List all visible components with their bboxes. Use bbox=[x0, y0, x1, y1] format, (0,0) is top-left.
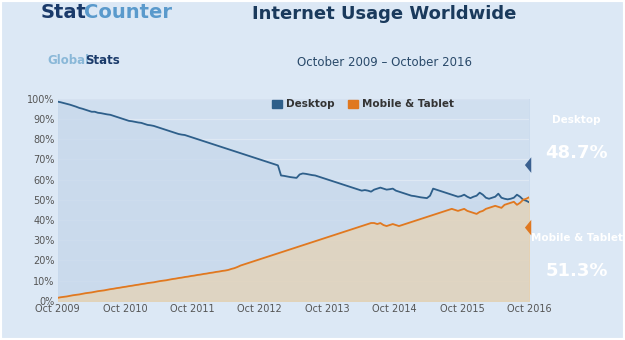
Legend: Desktop, Mobile & Tablet: Desktop, Mobile & Tablet bbox=[268, 95, 458, 114]
Text: 48.7%: 48.7% bbox=[545, 144, 608, 162]
Text: Internet Usage Worldwide: Internet Usage Worldwide bbox=[253, 5, 516, 23]
Text: 51.3%: 51.3% bbox=[545, 262, 608, 279]
Text: Desktop: Desktop bbox=[552, 116, 601, 125]
Text: Stat: Stat bbox=[41, 3, 86, 22]
Text: Global: Global bbox=[47, 54, 89, 67]
Polygon shape bbox=[525, 157, 531, 173]
Text: Counter: Counter bbox=[84, 3, 172, 22]
Text: Stats: Stats bbox=[85, 54, 120, 67]
Text: October 2009 – October 2016: October 2009 – October 2016 bbox=[297, 56, 472, 69]
Polygon shape bbox=[525, 220, 531, 235]
Text: Mobile & Tablet: Mobile & Tablet bbox=[531, 233, 622, 243]
